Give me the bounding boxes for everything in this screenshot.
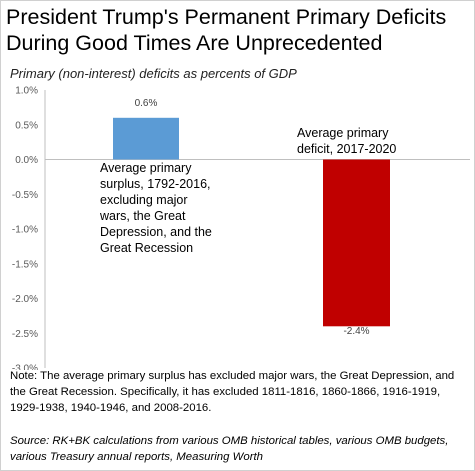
- bar-2: [323, 159, 390, 327]
- y-tick-label: -2.5%: [12, 329, 38, 340]
- chart-source: Source: RK+BK calculations from various …: [10, 435, 449, 463]
- chart-plot: 1.0% 0.5% 0.0% -0.5% -1.0% -1.5% -2.0% -2.5% -3.…: [12, 86, 470, 371]
- bar-1-annotation-line: surplus, 1792-2016,: [100, 177, 211, 191]
- bar-2-annotation-line: deficit, 2017-2020: [297, 142, 396, 156]
- bar-1: [113, 117, 179, 160]
- bar-2-annotation-line: Average primary: [297, 126, 389, 140]
- bar-1-data-label: 0.6%: [135, 98, 158, 109]
- y-tick-label: 1.0%: [15, 86, 38, 97]
- chart-subtitle: Primary (non-interest) deficits as perce…: [10, 66, 297, 81]
- y-tick-label: 0.5%: [15, 120, 38, 131]
- bar-1-annotation-line: excluding major: [100, 193, 188, 207]
- y-tick-label: -2.0%: [12, 294, 38, 305]
- bar-1-annotation-line: Depression, and the: [100, 225, 212, 239]
- y-tick-label: -0.5%: [12, 190, 38, 201]
- y-tick-label: 0.0%: [15, 155, 38, 166]
- chart-title: President Trump's Permanent Primary Defi…: [6, 5, 447, 55]
- y-tick-label: -1.5%: [12, 259, 38, 270]
- chart-note: Note: The average primary surplus has ex…: [10, 370, 455, 414]
- y-tick-label: -1.0%: [12, 225, 38, 236]
- bar-1-annotation-line: wars, the Great: [99, 209, 186, 223]
- bar-1-annotation-line: Average primary: [100, 161, 192, 175]
- bar-2-data-label: -2.4%: [343, 326, 369, 337]
- y-tick-label: -3.0%: [12, 364, 38, 371]
- bar-1-annotation-line: Great Recession: [100, 241, 193, 255]
